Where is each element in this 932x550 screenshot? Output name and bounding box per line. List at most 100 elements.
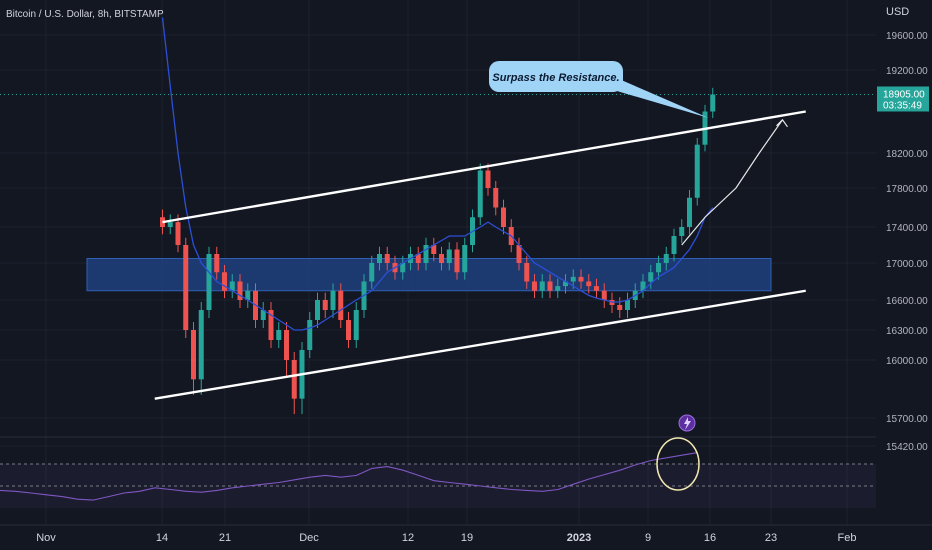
candle-body-5 [198, 310, 204, 380]
time-tick-label: 21 [219, 532, 231, 544]
candle-body-39 [462, 245, 468, 273]
candle-body-14 [268, 310, 274, 340]
candle-body-17 [291, 360, 297, 399]
candle-body-15 [276, 330, 282, 340]
candle-body-6 [206, 254, 212, 310]
price-tick-label: 18200.00 [886, 149, 928, 160]
countdown-label: 03:35:49 [883, 100, 922, 111]
candle-body-4 [191, 330, 196, 380]
time-tick-label: 12 [402, 532, 414, 544]
candle-body-27 [369, 263, 375, 282]
candle-body-35 [431, 245, 437, 254]
time-tick-label: 23 [765, 532, 777, 544]
price-tick-label: 17000.00 [886, 259, 928, 270]
candle-body-25 [353, 310, 359, 340]
candle-body-65 [663, 254, 669, 263]
time-tick-label: 2023 [567, 532, 591, 544]
moving-average-line [161, 17, 714, 331]
price-tick-label: 17400.00 [886, 223, 928, 234]
time-tick-label: 19 [461, 532, 473, 544]
candle-body-51 [555, 286, 561, 291]
candle-body-8 [222, 272, 227, 291]
candle-body-56 [594, 286, 599, 291]
candle-body-37 [446, 249, 452, 263]
candle-body-33 [415, 254, 421, 263]
candle-body-42 [485, 170, 491, 188]
candle-body-28 [377, 254, 382, 263]
candle-body-67 [679, 227, 685, 236]
callout-text: Surpass the Resistance. [492, 72, 619, 84]
last-price-label: 18905.00 [883, 89, 925, 100]
candle-body-48 [532, 281, 537, 291]
candle-body-10 [237, 281, 243, 300]
price-tick-label: 16300.00 [886, 326, 928, 337]
candle-body-49 [539, 281, 545, 291]
candle-body-71 [710, 94, 716, 112]
candle-body-13 [260, 310, 266, 320]
candle-body-46 [516, 245, 522, 263]
rsi-highlight-circle [656, 437, 700, 491]
price-tick-label: 16000.00 [886, 356, 928, 367]
candle-body-19 [307, 320, 313, 350]
projection-arrowhead [776, 118, 788, 128]
candle-body-68 [687, 197, 692, 227]
price-tick-label: 19200.00 [886, 66, 928, 77]
candle-body-53 [570, 276, 576, 282]
candle-body-59 [617, 305, 623, 310]
candle-body-50 [547, 281, 553, 291]
time-axis-bg [0, 525, 932, 550]
candle-body-9 [229, 281, 235, 291]
currency-label: USD [886, 6, 909, 18]
candle-body-44 [501, 207, 506, 227]
price-tick-label: 16600.00 [886, 296, 928, 307]
projection-path [681, 119, 783, 246]
candle-body-24 [346, 320, 351, 340]
candle-body-1 [167, 222, 173, 227]
callout-bubble [489, 61, 623, 92]
candle-body-23 [338, 290, 344, 320]
annotations: Surpass the Resistance. [489, 61, 709, 118]
time-tick-label: Nov [36, 532, 56, 544]
time-tick-label: Feb [838, 532, 857, 544]
candle-body-36 [439, 254, 444, 263]
support-zone [86, 258, 772, 292]
candle-body-21 [322, 300, 328, 310]
candle-body-55 [586, 281, 592, 287]
time-tick-label: Dec [299, 532, 319, 544]
callout-pointer [600, 76, 709, 118]
candle-body-16 [284, 330, 289, 360]
candle-body-57 [601, 290, 607, 300]
rsi-line [0, 452, 698, 501]
candle-body-34 [423, 245, 429, 263]
price-tick-label: 15700.00 [886, 414, 928, 425]
candle-body-69 [694, 144, 700, 198]
candle-body-47 [524, 263, 530, 282]
candle-body-63 [648, 272, 654, 282]
candle-body-38 [454, 249, 460, 273]
candle-body-52 [563, 281, 568, 287]
price-tick-label: 17800.00 [886, 184, 928, 195]
candle-body-31 [400, 263, 406, 273]
chart-title: Bitcoin / U.S. Dollar, 8h, BITSTAMP [6, 9, 164, 20]
time-tick-label: 16 [704, 532, 716, 544]
candle-body-3 [183, 245, 189, 330]
time-tick-label: 14 [156, 532, 168, 544]
candle-body-41 [477, 170, 483, 218]
candle-body-54 [578, 276, 584, 282]
candle-body-22 [330, 290, 336, 310]
channel-lines [0, 17, 876, 400]
price-tick-label: 19600.00 [886, 31, 928, 42]
candle-body-66 [671, 236, 677, 254]
resistance-line [162, 110, 806, 224]
last-price-badge [877, 86, 929, 112]
time-tick-label: 9 [645, 532, 651, 544]
support-zone-rect [86, 258, 772, 292]
candle-body-20 [315, 300, 320, 320]
candle-body-60 [625, 300, 630, 310]
candle-body-11 [245, 290, 251, 300]
candle-body-7 [214, 254, 220, 273]
candle-body-64 [656, 263, 661, 273]
lightning-glyph [684, 417, 691, 430]
